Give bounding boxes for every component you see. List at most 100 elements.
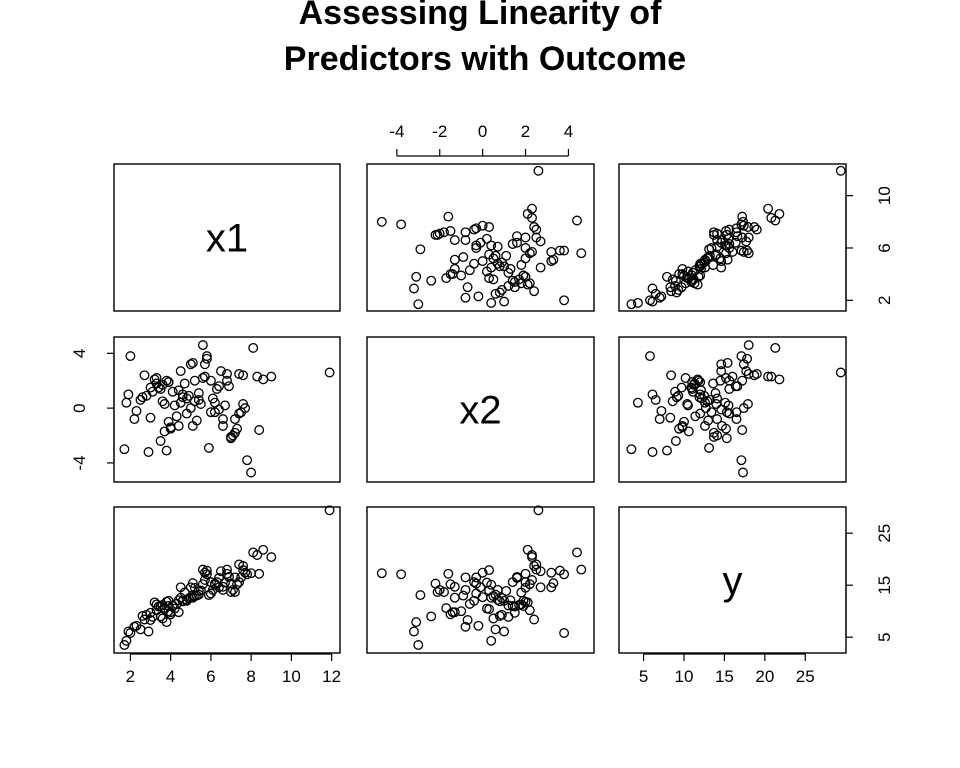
data-point	[559, 245, 570, 256]
data-point	[727, 371, 738, 382]
data-point	[507, 275, 518, 286]
data-point	[682, 399, 693, 409]
data-point	[171, 411, 182, 422]
data-point	[490, 624, 501, 635]
data-point	[169, 400, 180, 411]
y-axis-tick-label: 25	[875, 524, 894, 543]
data-point	[119, 444, 130, 455]
x-axis-tick-label: -4	[389, 122, 404, 141]
data-point	[445, 579, 456, 590]
data-point	[677, 263, 688, 274]
data-point	[743, 248, 754, 259]
data-point	[708, 431, 719, 442]
data-point	[531, 224, 542, 235]
data-point	[742, 222, 753, 232]
data-point	[460, 227, 471, 238]
x-axis-tick-label: 2	[521, 122, 530, 141]
data-point	[460, 572, 471, 583]
data-point	[533, 165, 544, 176]
data-point	[409, 626, 419, 637]
data-point	[462, 615, 473, 625]
data-point	[716, 366, 727, 377]
data-point	[689, 378, 700, 389]
x-axis-tick-label: 6	[206, 667, 215, 686]
data-point	[710, 250, 721, 261]
data-point	[702, 396, 713, 407]
data-point	[151, 373, 162, 383]
data-point	[449, 254, 460, 265]
data-point	[770, 342, 781, 353]
data-point	[199, 575, 210, 585]
data-point	[439, 587, 449, 597]
x-axis-x2: -4 -2 0 2 4	[389, 122, 573, 157]
data-point	[700, 420, 710, 431]
data-point	[199, 359, 210, 370]
data-point	[749, 222, 760, 232]
data-point	[125, 351, 136, 362]
data-point	[443, 568, 454, 579]
data-point	[716, 359, 727, 370]
data-point	[722, 254, 733, 265]
data-point	[484, 604, 495, 615]
data-point	[413, 299, 424, 310]
x-axis-tick-label: 20	[755, 667, 774, 686]
data-point	[671, 392, 682, 403]
data-point	[445, 609, 456, 620]
data-point	[252, 371, 263, 382]
data-point	[682, 273, 693, 284]
data-point	[441, 603, 452, 614]
data-point	[484, 222, 495, 232]
data-point	[230, 587, 240, 597]
data-point	[161, 375, 172, 386]
data-point	[226, 587, 236, 597]
data-point	[254, 425, 265, 435]
data-point	[177, 392, 188, 403]
data-point	[720, 240, 731, 251]
data-point	[518, 595, 529, 606]
data-point	[645, 351, 655, 362]
data-point	[460, 235, 471, 246]
data-point	[671, 287, 682, 298]
data-point	[199, 371, 210, 382]
data-point	[376, 216, 387, 227]
data-point	[687, 275, 698, 286]
data-point	[647, 283, 658, 294]
data-point	[411, 271, 422, 282]
panel-x1-vs-x1: x1	[113, 163, 341, 312]
data-point	[430, 578, 441, 589]
x-axis-tick-label: 0	[478, 122, 487, 141]
data-point	[529, 561, 540, 571]
y-axis-tick-label: 2	[875, 296, 894, 305]
data-point	[737, 375, 748, 386]
data-point	[708, 229, 719, 240]
data-point	[486, 635, 497, 646]
data-point	[676, 382, 687, 393]
data-point	[712, 235, 723, 246]
data-point	[695, 408, 706, 419]
data-point	[426, 275, 437, 286]
data-point	[516, 260, 527, 270]
data-point	[488, 591, 499, 602]
data-point	[535, 262, 546, 273]
x-axis-tick-label: 15	[715, 667, 734, 686]
data-point	[187, 420, 198, 431]
data-point	[488, 274, 499, 285]
data-point	[724, 224, 735, 235]
panel-x2-vs-x1	[113, 336, 341, 483]
data-point	[559, 295, 570, 306]
y-axis-tick-label: 5	[875, 632, 894, 641]
data-point	[721, 248, 731, 259]
data-point	[155, 436, 166, 446]
data-point	[139, 370, 150, 381]
data-point	[494, 610, 505, 621]
data-point	[488, 613, 499, 624]
chart-title-line-1: Assessing Linearity of	[299, 0, 662, 32]
data-point	[710, 388, 721, 399]
data-point	[492, 241, 503, 252]
data-point	[443, 211, 454, 222]
data-point	[721, 433, 732, 444]
data-point	[203, 442, 214, 453]
data-point	[197, 340, 208, 351]
data-point	[727, 246, 738, 257]
data-point	[460, 621, 471, 632]
